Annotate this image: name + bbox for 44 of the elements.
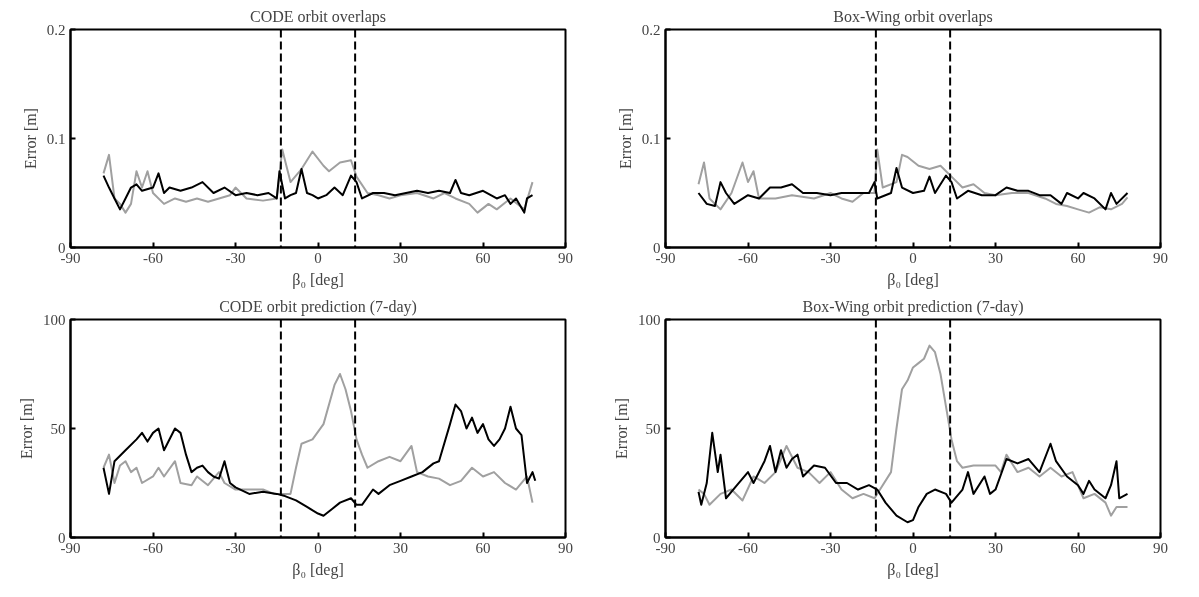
x-tick-label: -60 <box>738 249 758 266</box>
y-tick-label: 50 <box>50 420 66 437</box>
x-tick-label: 0 <box>909 539 917 556</box>
x-tick-label: 90 <box>1153 249 1168 266</box>
chart-title: Box-Wing orbit overlaps <box>833 7 993 26</box>
y-axis-title: Error [m] <box>616 108 634 169</box>
x-tick-label: -60 <box>738 539 758 556</box>
x-tick-label: -60 <box>143 539 163 556</box>
x-tick-label: 60 <box>1070 539 1086 556</box>
x-axis-title: β₀ [deg] <box>887 270 939 289</box>
x-tick-label: 0 <box>909 249 917 266</box>
y-axis-title: Error [m] <box>613 398 630 459</box>
y-tick-label: 0.2 <box>46 21 66 38</box>
x-tick-label: -30 <box>225 249 246 266</box>
x-tick-label: 30 <box>988 539 1003 556</box>
y-axis-title: Error [m] <box>18 398 35 459</box>
x-axis-title: β₀ [deg] <box>292 270 344 289</box>
chart-title: CODE orbit overlaps <box>250 7 386 26</box>
x-axis-title: β₀ [deg] <box>292 560 344 579</box>
y-tick-label: 0.1 <box>46 130 66 147</box>
x-tick-label: 90 <box>558 249 573 266</box>
y-tick-label: 0.1 <box>641 130 661 147</box>
x-tick-label: 0 <box>314 249 322 266</box>
x-tick-label: 30 <box>393 249 408 266</box>
chart-title: Box-Wing orbit prediction (7-day) <box>802 297 1024 316</box>
x-tick-label: 90 <box>558 539 573 556</box>
y-tick-label: 50 <box>645 420 661 437</box>
x-tick-label: 0 <box>314 539 322 556</box>
y-tick-label: 100 <box>638 311 661 328</box>
chart-title: CODE orbit prediction (7-day) <box>219 297 417 316</box>
x-tick-label: -30 <box>820 539 841 556</box>
x-tick-label: 60 <box>475 249 491 266</box>
x-tick-label: 90 <box>1153 539 1168 556</box>
x-axis-title: β₀ [deg] <box>887 560 939 579</box>
y-axis-title: Error [m] <box>21 108 39 169</box>
y-tick-label: 0.2 <box>641 21 661 38</box>
x-tick-label: 30 <box>393 539 408 556</box>
y-tick-label: 100 <box>43 311 66 328</box>
x-tick-label: -30 <box>225 539 246 556</box>
x-tick-label: 60 <box>475 539 491 556</box>
x-tick-label: 30 <box>988 249 1003 266</box>
x-tick-label: 60 <box>1070 249 1086 266</box>
x-tick-label: -60 <box>143 249 163 266</box>
x-tick-label: -30 <box>820 249 841 266</box>
